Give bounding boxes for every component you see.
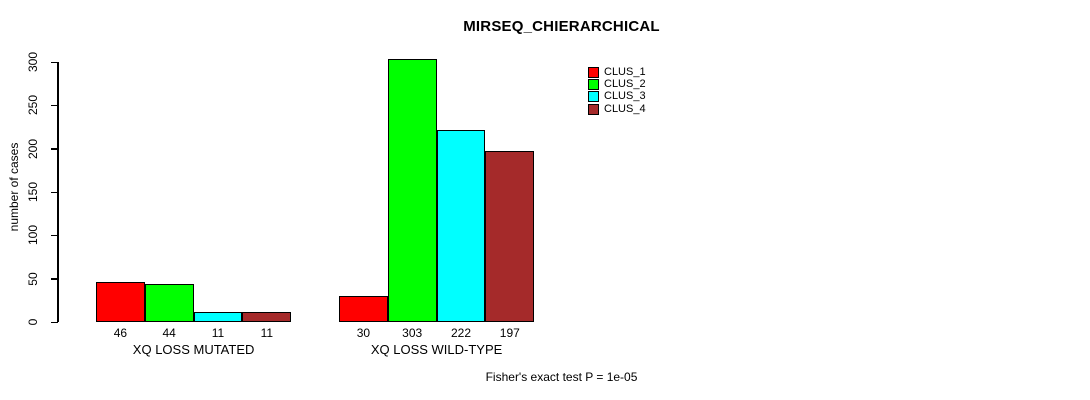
- bar-value-label: 222: [450, 326, 472, 340]
- category-label: XQ LOSS WILD-TYPE: [370, 342, 503, 357]
- y-axis-tick: [51, 234, 58, 237]
- legend-swatch: [588, 103, 599, 115]
- legend-label: CLUS_3: [604, 90, 646, 103]
- legend-label: CLUS_4: [604, 102, 646, 115]
- legend-item: CLUS_2: [588, 78, 646, 90]
- legend-swatch: [588, 91, 599, 103]
- bar-value-label: 303: [402, 326, 423, 340]
- bar-value-label: 11: [211, 326, 225, 340]
- bar: [193, 312, 243, 322]
- bar: [339, 296, 388, 322]
- bar: [144, 283, 194, 322]
- bar: [242, 312, 292, 322]
- bar-value-label: 30: [356, 326, 371, 340]
- legend-item: CLUS_1: [588, 66, 646, 78]
- bar: [436, 129, 486, 322]
- legend-label: CLUS_1: [604, 65, 646, 78]
- bar: [387, 59, 437, 322]
- chart-title: MIRSEQ_CHIERARCHICAL: [463, 18, 660, 35]
- y-axis-tick: [51, 321, 58, 323]
- legend-swatch: [588, 66, 599, 78]
- bar-value-label: 46: [113, 326, 128, 340]
- y-axis-tick-label: 300: [26, 51, 40, 73]
- y-axis-tick: [51, 148, 58, 150]
- y-axis-tick: [51, 191, 58, 193]
- y-axis-tick: [51, 104, 58, 107]
- category-label: XQ LOSS MUTATED: [132, 342, 255, 357]
- legend-item: CLUS_3: [588, 91, 646, 103]
- legend-label: CLUS_2: [604, 77, 646, 90]
- bar-value-label: 44: [162, 326, 176, 340]
- bar: [485, 151, 535, 322]
- bar: [96, 282, 145, 322]
- y-axis-tick: [51, 61, 58, 63]
- legend-swatch: [588, 78, 599, 90]
- y-axis-tick: [51, 278, 58, 280]
- bar-value-label: 11: [260, 326, 274, 340]
- y-axis-label: number of cases: [7, 142, 21, 232]
- bar-value-label: 197: [499, 326, 520, 340]
- fisher-test-annotation: Fisher's exact test P = 1e-05: [485, 370, 638, 384]
- legend-item: CLUS_4: [588, 103, 646, 115]
